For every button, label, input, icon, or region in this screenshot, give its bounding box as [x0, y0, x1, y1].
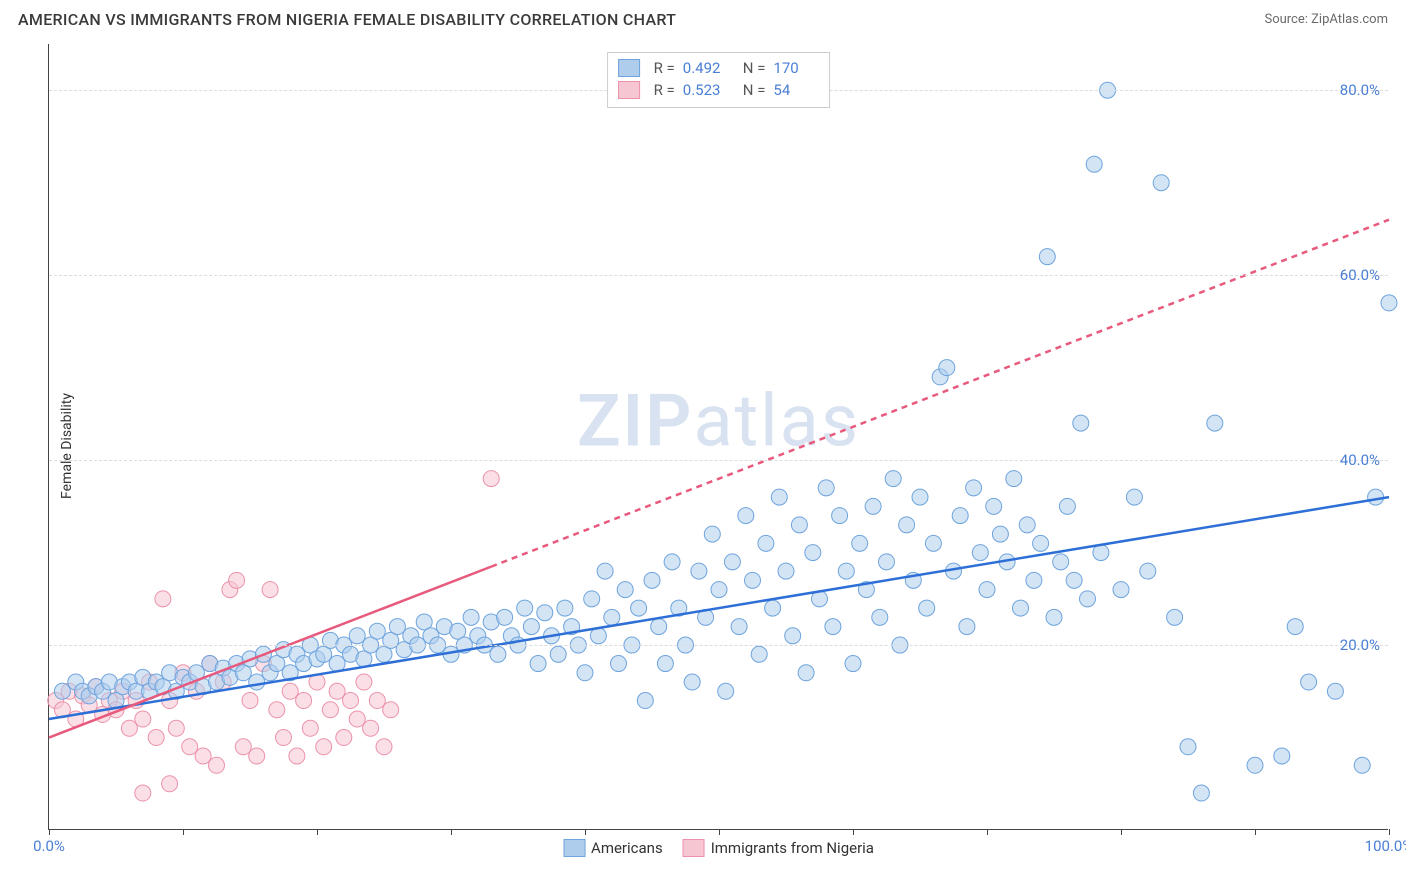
x-axis-label: 100.0% — [1365, 837, 1406, 855]
chart-plot-area: ZIPatlas R =0.492 N =170 R =0.523 N =54 … — [48, 44, 1388, 830]
swatch-immigrants — [618, 81, 640, 99]
y-tick-label: 20.0% — [1340, 636, 1380, 654]
page-title: AMERICAN VS IMMIGRANTS FROM NIGERIA FEMA… — [18, 10, 676, 29]
x-tick — [585, 829, 586, 835]
x-tick — [1255, 829, 1256, 835]
gridline — [49, 645, 1388, 646]
x-tick — [451, 829, 452, 835]
x-tick — [317, 829, 318, 835]
x-tick — [1121, 829, 1122, 835]
gridline — [49, 275, 1388, 276]
y-tick-label: 40.0% — [1340, 451, 1380, 469]
scatter-svg — [49, 44, 1388, 829]
x-axis-label: 0.0% — [33, 837, 65, 855]
legend-row-americans: R =0.492 N =170 — [618, 57, 820, 79]
x-tick — [49, 829, 50, 835]
legend-item-immigrants: Immigrants from Nigeria — [683, 839, 874, 857]
y-tick-label: 60.0% — [1340, 266, 1380, 284]
swatch-americans-icon — [563, 839, 585, 857]
x-tick — [987, 829, 988, 835]
gridline — [49, 460, 1388, 461]
x-tick — [183, 829, 184, 835]
y-tick-label: 80.0% — [1340, 81, 1380, 99]
source-attribution: Source: ZipAtlas.com — [1264, 12, 1388, 27]
x-tick — [719, 829, 720, 835]
swatch-immigrants-icon — [683, 839, 705, 857]
series-legend: Americans Immigrants from Nigeria — [563, 839, 874, 857]
correlation-legend: R =0.492 N =170 R =0.523 N =54 — [607, 52, 831, 108]
legend-item-americans: Americans — [563, 839, 663, 857]
legend-row-immigrants: R =0.523 N =54 — [618, 79, 820, 101]
swatch-americans — [618, 59, 640, 77]
x-tick — [1389, 829, 1390, 835]
x-tick — [853, 829, 854, 835]
